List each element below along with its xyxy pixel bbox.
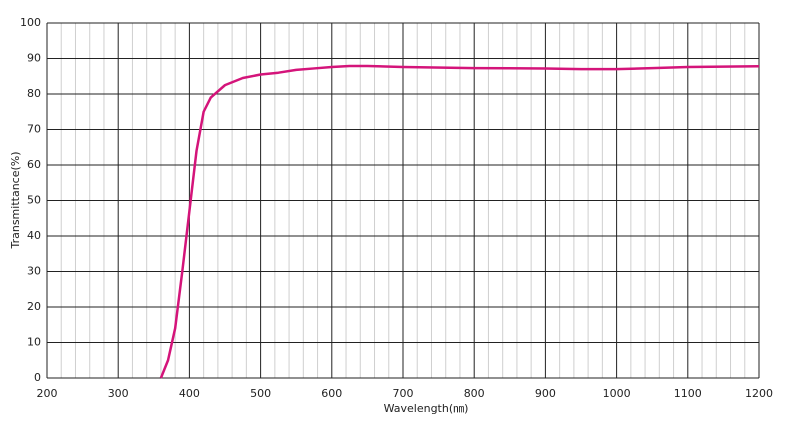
x-tick-label: 200 [37,387,58,400]
x-tick-label: 300 [108,387,129,400]
y-tick-label: 80 [27,87,41,100]
y-tick-label: 60 [27,158,41,171]
y-tick-label: 20 [27,300,41,313]
y-tick-label: 50 [27,194,41,207]
x-tick-label: 400 [179,387,200,400]
x-axis-label: Wavelength(㎚) [384,402,469,415]
y-tick-label: 90 [27,52,41,65]
x-tick-label: 500 [250,387,271,400]
y-tick-label: 40 [27,229,41,242]
x-tick-label: 1100 [674,387,702,400]
x-tick-label: 900 [535,387,556,400]
y-tick-label: 100 [20,16,41,29]
y-tick-label: 0 [34,371,41,384]
x-tick-label: 600 [321,387,342,400]
y-axis-label: Transmittance(%) [9,151,22,249]
x-tick-label: 800 [464,387,485,400]
x-tick-label: 700 [393,387,414,400]
data-line [159,64,760,379]
y-tick-label: 10 [27,336,41,349]
x-tick-label: 1200 [745,387,773,400]
x-tick-label: 1000 [603,387,631,400]
y-tick-label: 30 [27,265,41,278]
y-tick-label: 70 [27,123,41,136]
